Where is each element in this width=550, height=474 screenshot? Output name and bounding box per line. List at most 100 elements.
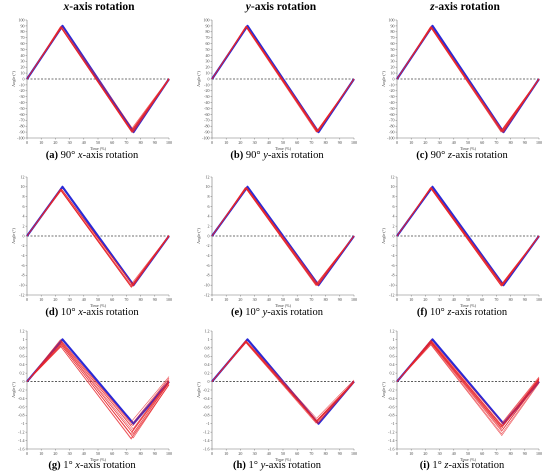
x-tick-label: 30 [438, 451, 442, 456]
y-tick-label: 8 [208, 194, 210, 199]
x-tick-label: 70 [494, 140, 498, 145]
y-tick-label: -0.8 [203, 413, 209, 418]
y-axis-label: Angle (°) [11, 71, 16, 87]
x-tick-label: 10 [39, 451, 43, 456]
caption-angle: 10° [58, 307, 79, 318]
y-tick-label: -90 [389, 130, 394, 135]
y-tick-label: 0.4 [205, 362, 210, 367]
x-tick-label: 50 [281, 297, 285, 302]
x-tick-label: 10 [409, 297, 413, 302]
y-tick-label: -1.6 [388, 446, 394, 451]
chart-i: 1.2 1 0.8 0.6 0.4 0.2 0 -0.2 -0.4 -0.6 -0.8 -1 -1.2 -… [381, 328, 542, 462]
x-tick-label: 10 [409, 451, 413, 456]
measured-trace [26, 26, 170, 133]
caption-axis: x [75, 460, 80, 471]
y-tick-label: -1 [391, 421, 394, 426]
y-tick-label: 2 [393, 224, 395, 229]
x-tick-label: 30 [68, 140, 72, 145]
x-tick-label: 0 [396, 297, 398, 302]
y-tick-label: 10 [21, 184, 25, 189]
caption-angle: 90° [427, 150, 448, 161]
measured-trace [396, 342, 540, 432]
x-tick-label: 100 [536, 451, 542, 456]
measured-trace [211, 339, 355, 419]
y-tick-label: 10 [206, 184, 210, 189]
x-tick-label: 0 [211, 140, 213, 145]
y-tick-label: 4 [393, 214, 395, 219]
y-tick-label: 60 [21, 41, 25, 46]
y-tick-label: 20 [206, 65, 210, 70]
x-tick-label: 50 [281, 140, 285, 145]
y-tick-label: -100 [17, 135, 24, 140]
y-tick-label: 100 [204, 17, 210, 22]
x-tick-label: 90 [338, 451, 342, 456]
measured-trace [211, 187, 355, 286]
y-tick-label: 0 [393, 233, 395, 238]
x-axis-label: Time (%) [275, 146, 292, 151]
caption-rest: -axis rotation [448, 460, 505, 471]
y-tick-label: 0 [393, 379, 395, 384]
x-tick-label: 50 [466, 451, 470, 456]
y-tick-label: 2 [23, 224, 25, 229]
y-tick-label: 1 [393, 337, 395, 342]
y-tick-label: 0.2 [20, 371, 25, 376]
y-tick-label: 6 [208, 204, 210, 209]
x-tick-label: 50 [96, 297, 100, 302]
y-tick-label: -4 [206, 253, 209, 258]
x-tick-label: 100 [166, 297, 172, 302]
caption-label: (b) [230, 150, 244, 161]
caption-axis: y [260, 460, 266, 471]
y-tick-label: -0.2 [203, 387, 209, 392]
y-tick-label: -0.6 [18, 404, 24, 409]
y-tick-label: 40 [391, 53, 395, 58]
measured-trace [396, 187, 540, 286]
y-tick-label: -40 [19, 100, 24, 105]
caption-axis: z [447, 150, 452, 161]
y-tick-label: 0.8 [205, 345, 210, 350]
y-tick-label: -0.2 [18, 387, 24, 392]
y-tick-label: 6 [23, 204, 25, 209]
y-tick-label: -50 [19, 106, 24, 111]
y-tick-label: 10 [391, 184, 395, 189]
measured-trace [396, 341, 540, 428]
chart-b: 1009080706050403020100-10-20-30-40-50-60… [196, 17, 357, 151]
x-tick-label: 60 [480, 297, 484, 302]
x-tick-label: 0 [26, 451, 28, 456]
x-tick-label: 30 [253, 451, 257, 456]
x-tick-label: 40 [452, 451, 456, 456]
y-tick-label: 8 [23, 194, 25, 199]
caption-e: (e) 10° y-axis rotation [192, 307, 362, 318]
y-tick-label: -70 [19, 118, 24, 123]
y-tick-label: 0.6 [205, 354, 210, 359]
y-tick-label: 30 [206, 59, 210, 64]
y-tick-label: 50 [391, 47, 395, 52]
x-tick-label: 60 [110, 297, 114, 302]
caption-h: (h) 1° y-axis rotation [192, 460, 362, 471]
y-tick-label: -60 [204, 112, 209, 117]
x-axis-label: Time (%) [460, 146, 477, 151]
x-axis-label: Time (%) [460, 303, 477, 308]
x-tick-label: 60 [480, 451, 484, 456]
caption-rest: -axis rotation [82, 150, 139, 161]
y-tick-label: 70 [391, 35, 395, 40]
x-tick-label: 30 [253, 140, 257, 145]
caption-a: (a) 90° x-axis rotation [7, 150, 177, 161]
x-tick-label: 30 [438, 297, 442, 302]
x-tick-label: 50 [466, 297, 470, 302]
caption-rest: -axis rotation [267, 150, 324, 161]
y-tick-label: 1.2 [390, 328, 395, 333]
y-tick-label: 60 [391, 41, 395, 46]
y-tick-label: 12 [21, 174, 25, 179]
y-tick-label: -0.4 [18, 396, 24, 401]
y-tick-label: 0.6 [390, 354, 395, 359]
y-tick-label: -1.4 [18, 438, 24, 443]
x-tick-label: 50 [96, 451, 100, 456]
caption-rest: -axis rotation [267, 307, 323, 318]
y-tick-label: -90 [204, 130, 209, 135]
caption-rest: -axis rotation [82, 307, 139, 318]
y-tick-label: -30 [19, 94, 24, 99]
x-tick-label: 100 [351, 297, 357, 302]
y-tick-label: -6 [391, 263, 394, 268]
x-tick-label: 80 [509, 297, 513, 302]
caption-rest: -axis rotation [265, 460, 321, 471]
